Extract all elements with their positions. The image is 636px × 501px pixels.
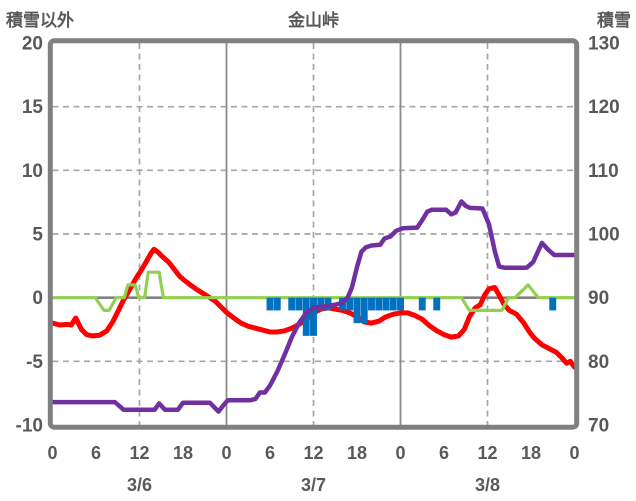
precip-bar bbox=[346, 297, 354, 311]
precip-bar bbox=[295, 297, 303, 311]
x-axis-tick: 18 bbox=[173, 443, 193, 463]
precip-bar bbox=[353, 297, 361, 324]
x-axis-date: 3/8 bbox=[475, 475, 500, 495]
precip-bar bbox=[317, 297, 325, 311]
precip-bar bbox=[397, 297, 404, 311]
snowfall-line bbox=[50, 270, 577, 312]
x-axis-tick: 18 bbox=[347, 443, 367, 463]
x-axis-date: 3/7 bbox=[301, 475, 326, 495]
left-axis-title: 積雪以外 bbox=[6, 11, 74, 30]
right-axis-tick: 130 bbox=[588, 34, 620, 55]
right-axis-tick: 120 bbox=[588, 97, 620, 118]
precip-bar bbox=[389, 297, 397, 311]
x-axis-tick: 6 bbox=[265, 443, 275, 463]
precip-bar bbox=[375, 297, 383, 311]
precip-bar bbox=[368, 297, 375, 311]
left-axis-tick: 0 bbox=[32, 288, 43, 309]
right-axis-tick: 90 bbox=[588, 288, 609, 309]
x-axis-tick: 6 bbox=[439, 443, 449, 463]
precip-bar bbox=[418, 297, 426, 311]
left-axis-tick: 20 bbox=[22, 34, 43, 55]
precip-bar bbox=[382, 297, 390, 311]
x-axis-tick: 12 bbox=[303, 443, 323, 463]
x-axis-tick: 6 bbox=[91, 443, 101, 463]
right-axis-tick: 110 bbox=[588, 161, 619, 182]
right-axis-title: 積雪 bbox=[597, 11, 631, 30]
right-axis-tick: 80 bbox=[588, 352, 609, 373]
left-axis-tick: 5 bbox=[32, 225, 43, 246]
snow-depth-line bbox=[50, 199, 577, 414]
right-axis-tick: 100 bbox=[588, 225, 620, 246]
x-axis-date: 3/6 bbox=[127, 475, 152, 495]
x-axis-tick: 0 bbox=[47, 443, 57, 463]
precip-bar bbox=[310, 297, 317, 336]
x-axis-tick: 12 bbox=[129, 443, 149, 463]
precip-bar bbox=[360, 297, 368, 324]
left-axis-tick: 10 bbox=[22, 161, 43, 182]
left-axis-tick: -5 bbox=[26, 352, 43, 373]
x-axis-tick: 12 bbox=[477, 443, 497, 463]
precip-bar bbox=[549, 297, 557, 311]
plot-border bbox=[47, 38, 580, 430]
precip-bar bbox=[266, 297, 274, 311]
x-axis-tick: 0 bbox=[569, 443, 579, 463]
x-axis-tick: 18 bbox=[521, 443, 541, 463]
precip-bar bbox=[273, 297, 281, 311]
left-axis-tick: 15 bbox=[22, 97, 44, 118]
chart-title: 金山峠 bbox=[288, 11, 339, 30]
x-axis-tick: 0 bbox=[221, 443, 231, 463]
gridlines bbox=[52, 43, 575, 425]
precip-bar bbox=[433, 297, 441, 311]
x-axis-tick: 0 bbox=[395, 443, 405, 463]
right-axis-tick: 70 bbox=[588, 416, 609, 437]
precip-bar bbox=[288, 297, 296, 311]
left-axis-tick: -10 bbox=[16, 416, 43, 437]
